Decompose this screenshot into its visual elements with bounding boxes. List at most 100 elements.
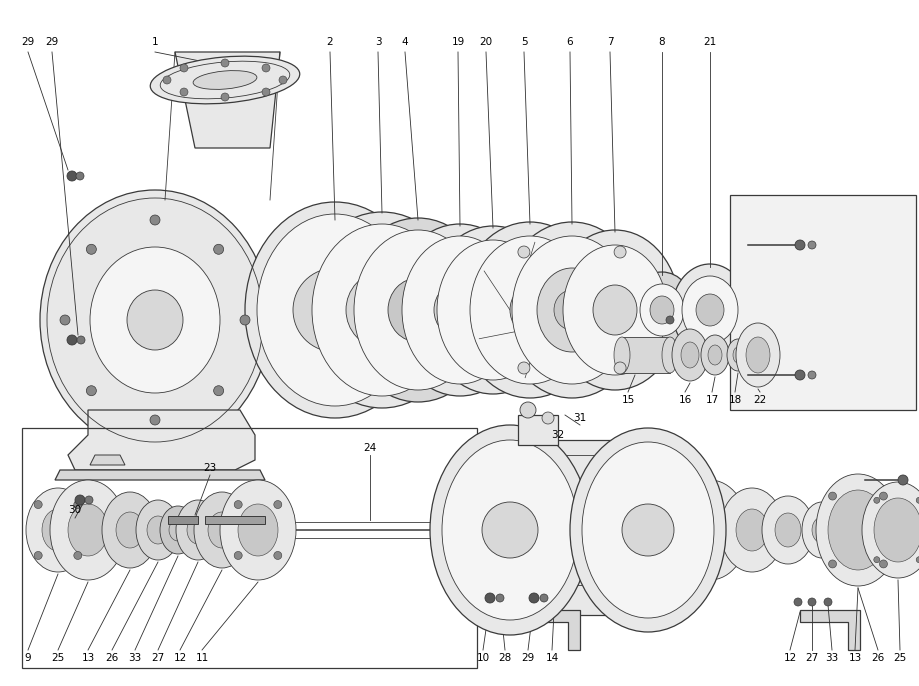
Ellipse shape bbox=[862, 482, 919, 578]
Ellipse shape bbox=[388, 278, 448, 342]
Ellipse shape bbox=[346, 272, 418, 348]
Text: 12: 12 bbox=[783, 653, 797, 663]
Ellipse shape bbox=[828, 490, 888, 570]
Ellipse shape bbox=[86, 244, 96, 255]
Ellipse shape bbox=[74, 501, 82, 508]
Ellipse shape bbox=[824, 598, 832, 606]
Ellipse shape bbox=[570, 428, 726, 632]
Ellipse shape bbox=[471, 286, 515, 334]
Ellipse shape bbox=[279, 76, 287, 84]
Bar bbox=[508, 440, 648, 615]
Text: 9: 9 bbox=[25, 653, 31, 663]
Ellipse shape bbox=[762, 496, 814, 564]
Ellipse shape bbox=[701, 335, 729, 375]
Ellipse shape bbox=[482, 502, 538, 558]
Text: 28: 28 bbox=[498, 653, 512, 663]
Ellipse shape bbox=[802, 502, 842, 558]
Ellipse shape bbox=[540, 594, 548, 602]
Ellipse shape bbox=[262, 88, 270, 96]
Ellipse shape bbox=[343, 218, 493, 402]
Ellipse shape bbox=[262, 64, 270, 72]
Text: 18: 18 bbox=[729, 395, 742, 405]
Ellipse shape bbox=[257, 214, 413, 406]
Ellipse shape bbox=[26, 488, 90, 572]
Ellipse shape bbox=[727, 339, 749, 371]
Text: 7: 7 bbox=[607, 37, 613, 47]
Ellipse shape bbox=[775, 513, 801, 547]
Ellipse shape bbox=[147, 516, 169, 544]
Ellipse shape bbox=[563, 245, 667, 375]
Ellipse shape bbox=[720, 488, 784, 572]
Ellipse shape bbox=[136, 500, 180, 560]
Ellipse shape bbox=[500, 222, 644, 398]
Ellipse shape bbox=[220, 480, 296, 580]
Text: 3: 3 bbox=[375, 37, 381, 47]
Text: 11: 11 bbox=[196, 653, 209, 663]
Ellipse shape bbox=[640, 284, 684, 336]
Text: 16: 16 bbox=[678, 395, 692, 405]
Ellipse shape bbox=[512, 236, 632, 384]
Ellipse shape bbox=[67, 171, 77, 181]
Polygon shape bbox=[90, 455, 125, 465]
Ellipse shape bbox=[593, 285, 637, 335]
Ellipse shape bbox=[42, 509, 74, 551]
Ellipse shape bbox=[816, 474, 900, 586]
Ellipse shape bbox=[213, 244, 223, 255]
Ellipse shape bbox=[50, 480, 126, 580]
Ellipse shape bbox=[240, 315, 250, 325]
Ellipse shape bbox=[550, 230, 680, 390]
Ellipse shape bbox=[529, 593, 539, 603]
Ellipse shape bbox=[77, 336, 85, 344]
Ellipse shape bbox=[672, 329, 708, 381]
Ellipse shape bbox=[425, 226, 561, 394]
Ellipse shape bbox=[510, 286, 550, 334]
Ellipse shape bbox=[520, 402, 536, 418]
Text: 17: 17 bbox=[706, 395, 719, 405]
Ellipse shape bbox=[681, 342, 699, 368]
Text: 21: 21 bbox=[703, 37, 717, 47]
Ellipse shape bbox=[812, 517, 832, 543]
Text: 29: 29 bbox=[21, 37, 35, 47]
Text: 30: 30 bbox=[68, 505, 82, 515]
Ellipse shape bbox=[67, 335, 77, 345]
Text: 22: 22 bbox=[754, 395, 766, 405]
Ellipse shape bbox=[458, 222, 602, 398]
Ellipse shape bbox=[736, 323, 780, 387]
Ellipse shape bbox=[672, 480, 748, 580]
Text: 14: 14 bbox=[545, 653, 559, 663]
Ellipse shape bbox=[434, 282, 486, 338]
Text: 27: 27 bbox=[805, 653, 819, 663]
Ellipse shape bbox=[614, 362, 626, 374]
Ellipse shape bbox=[234, 552, 243, 560]
Ellipse shape bbox=[390, 224, 530, 396]
Ellipse shape bbox=[116, 512, 144, 548]
Ellipse shape bbox=[34, 501, 42, 508]
Ellipse shape bbox=[213, 386, 223, 396]
Text: 6: 6 bbox=[567, 37, 573, 47]
Text: 1: 1 bbox=[152, 37, 158, 47]
Ellipse shape bbox=[221, 93, 229, 101]
Ellipse shape bbox=[808, 598, 816, 606]
Ellipse shape bbox=[746, 337, 770, 373]
Ellipse shape bbox=[808, 241, 816, 249]
Text: 13: 13 bbox=[848, 653, 862, 663]
Text: 26: 26 bbox=[106, 653, 119, 663]
Polygon shape bbox=[175, 52, 280, 148]
Ellipse shape bbox=[221, 59, 229, 67]
Text: 33: 33 bbox=[129, 653, 142, 663]
Ellipse shape bbox=[437, 240, 549, 380]
Polygon shape bbox=[55, 470, 265, 480]
Ellipse shape bbox=[829, 492, 836, 500]
Ellipse shape bbox=[708, 345, 722, 365]
Text: 5: 5 bbox=[521, 37, 528, 47]
Text: 25: 25 bbox=[51, 653, 64, 663]
Ellipse shape bbox=[829, 560, 836, 568]
Ellipse shape bbox=[672, 264, 748, 356]
Ellipse shape bbox=[630, 272, 694, 348]
Ellipse shape bbox=[169, 519, 187, 541]
Text: 20: 20 bbox=[480, 37, 493, 47]
Ellipse shape bbox=[193, 71, 257, 89]
Ellipse shape bbox=[795, 370, 805, 380]
Ellipse shape bbox=[614, 246, 626, 258]
Ellipse shape bbox=[234, 501, 243, 508]
